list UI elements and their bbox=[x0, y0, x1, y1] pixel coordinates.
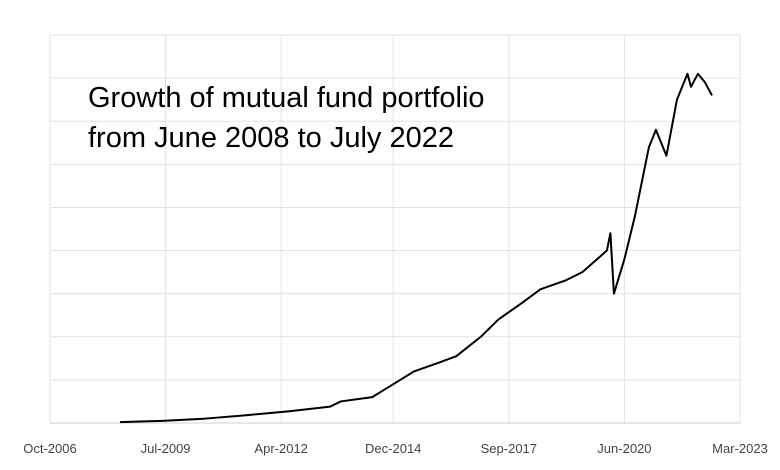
x-tick-label: Oct-2006 bbox=[23, 441, 76, 456]
x-tick-label: Apr-2012 bbox=[254, 441, 307, 456]
x-tick-label: Sep-2017 bbox=[481, 441, 537, 456]
x-tick-label: Dec-2014 bbox=[365, 441, 421, 456]
chart-title: Growth of mutual fund portfolio from Jun… bbox=[88, 82, 485, 154]
x-tick-label: Mar-2023 bbox=[712, 441, 768, 456]
data-line bbox=[120, 72, 713, 424]
x-tick-label: Jul-2009 bbox=[141, 441, 191, 456]
x-tick-label: Jun-2020 bbox=[597, 441, 651, 456]
